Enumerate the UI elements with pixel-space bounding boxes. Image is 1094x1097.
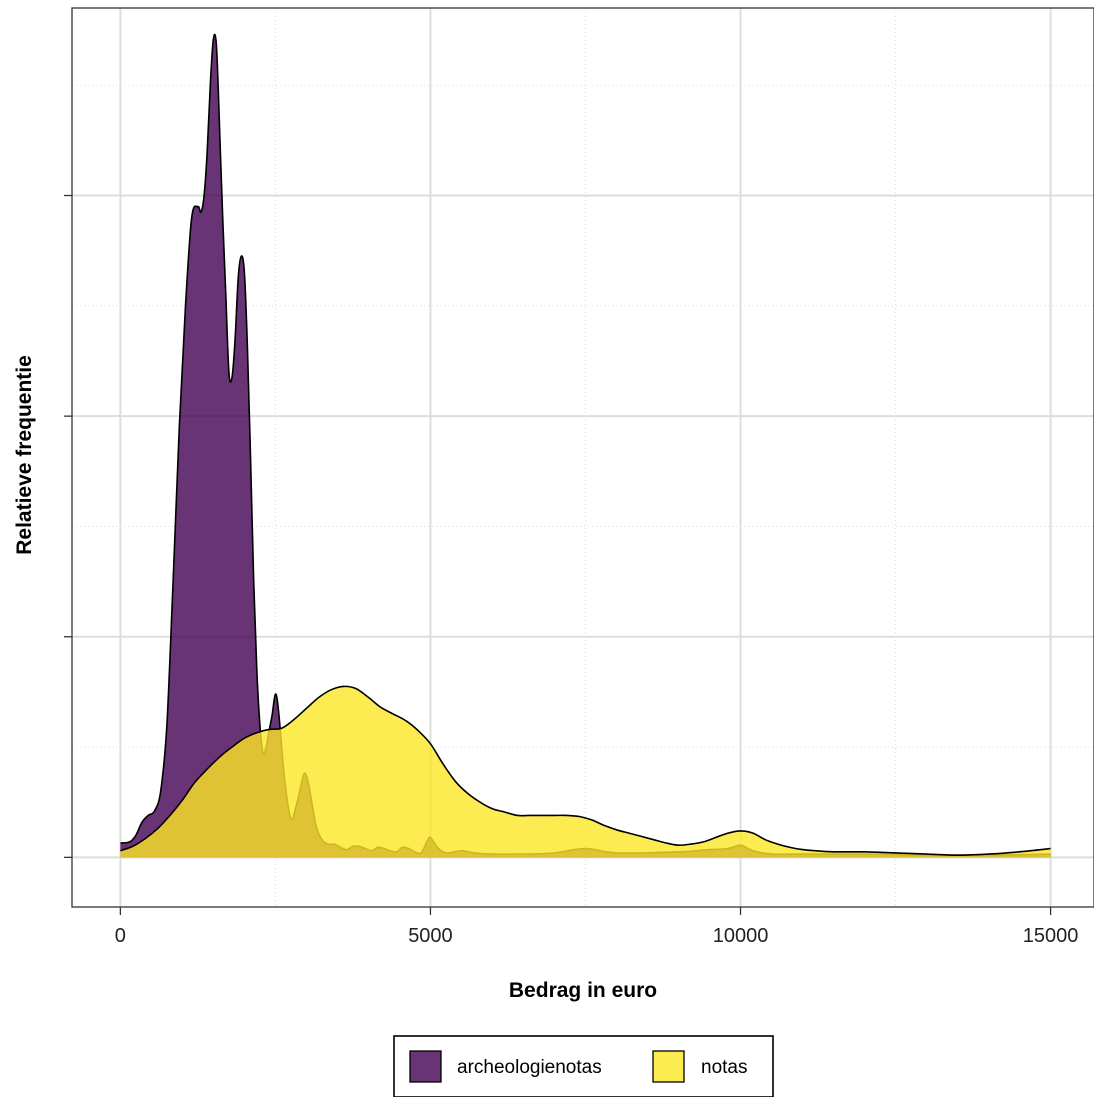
legend-label-notas: notas bbox=[701, 1057, 747, 1078]
plot-panel-border bbox=[71, 7, 1094, 908]
legend: archeologienotas notas bbox=[393, 1035, 774, 1097]
axis-ticks: 0 5000 10000 15000 bbox=[64, 194, 1079, 947]
y-axis-title: Relatieve frequentie bbox=[13, 355, 36, 555]
x-axis-title: Bedrag in euro bbox=[509, 979, 657, 1002]
legend-swatch-notas bbox=[652, 1050, 685, 1083]
x-tick-label: 10000 bbox=[713, 925, 769, 947]
x-tick-label: 15000 bbox=[1023, 925, 1079, 947]
density-area-notas bbox=[120, 686, 1051, 858]
legend-swatch-archeologienotas bbox=[409, 1050, 442, 1083]
legend-label-archeologienotas: archeologienotas bbox=[457, 1057, 602, 1078]
legend-box bbox=[393, 1035, 774, 1097]
density-outline-notas bbox=[120, 685, 1051, 857]
density-areas bbox=[120, 33, 1051, 858]
x-tick-label: 5000 bbox=[408, 925, 453, 947]
x-tick-label: 0 bbox=[115, 925, 126, 947]
